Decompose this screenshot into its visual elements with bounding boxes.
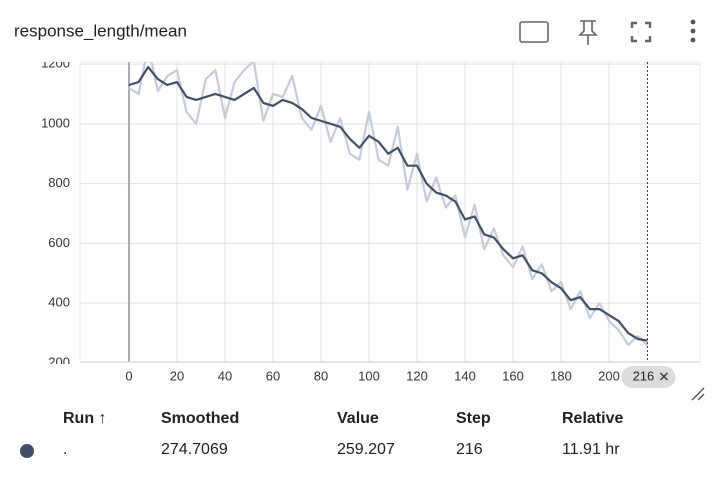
resize-handle[interactable]: [691, 387, 705, 401]
cursor-label: 216: [633, 368, 655, 383]
x-tick-label: 140: [454, 368, 476, 383]
table-cell: 216: [456, 441, 483, 458]
table-header: Run ↑: [63, 410, 107, 427]
table-header: Value: [337, 410, 379, 427]
y-tick-label: 800: [48, 175, 70, 190]
x-tick-label: 20: [170, 368, 184, 383]
x-tick-label: 100: [358, 368, 380, 383]
table-header: Smoothed: [161, 410, 239, 427]
pin-button[interactable]: [578, 20, 598, 45]
table-cell: .: [63, 441, 67, 458]
y-tick-label: 400: [48, 295, 70, 310]
series-line: [128, 62, 649, 347]
y-tick-label: 1200: [41, 56, 70, 71]
fit-domain-button[interactable]: [519, 21, 549, 43]
cursor-badge: [621, 366, 676, 388]
y-tick-label: 200: [48, 354, 70, 369]
x-tick-label: 120: [406, 368, 428, 383]
y-tick-label: 1000: [41, 115, 70, 130]
table-cell: 274.7069: [161, 441, 228, 458]
x-tick-label: 200: [598, 368, 620, 383]
x-tick-label: 60: [266, 368, 280, 383]
toolbar: [519, 19, 696, 45]
x-tick-label: 80: [314, 368, 328, 383]
run-color-dot: [20, 444, 34, 458]
fullscreen-button[interactable]: [630, 21, 652, 43]
x-tick-label: 0: [125, 368, 132, 383]
series-line: [128, 65, 648, 342]
table-header: Step: [456, 410, 491, 427]
chart-title: response_length/mean: [14, 21, 187, 40]
x-tick-label: 180: [550, 368, 572, 383]
table-cell: 259.207: [337, 441, 395, 458]
table-cell: 11.91 hr: [562, 441, 620, 458]
cursor-close: [659, 372, 668, 381]
menu-button[interactable]: [690, 19, 696, 43]
table-header: Relative: [562, 410, 623, 427]
plot-area: [79, 61, 701, 363]
x-tick-label: 160: [502, 368, 524, 383]
x-tick-label: 40: [218, 368, 232, 383]
y-tick-label: 600: [48, 235, 70, 250]
